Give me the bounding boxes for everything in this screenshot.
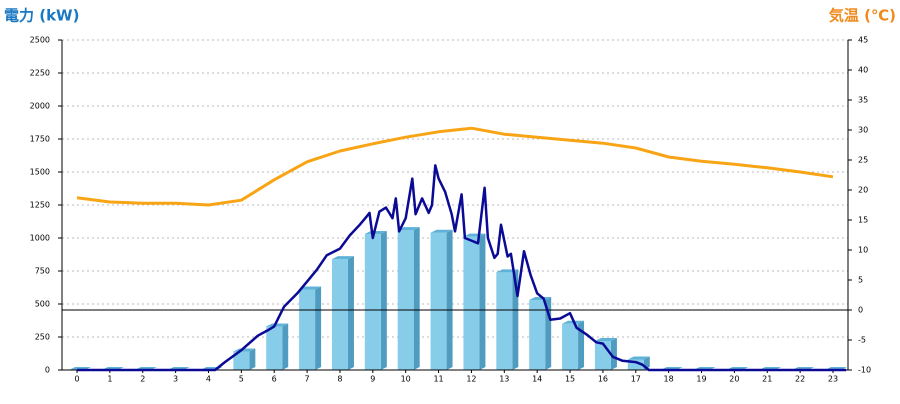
bar-front <box>496 272 513 370</box>
bar-top <box>627 356 650 360</box>
x-tick-label: 4 <box>206 375 211 384</box>
bar-top <box>299 286 322 290</box>
x-tick-label: 20 <box>729 375 739 384</box>
y-tick-label: 2250 <box>30 69 50 78</box>
x-tick-label: 18 <box>664 375 674 384</box>
y-tick-label: 2500 <box>30 36 50 45</box>
y2-tick-label: 10 <box>858 246 868 255</box>
bar <box>331 256 354 370</box>
y-tick-label: 500 <box>35 300 50 309</box>
bar-front <box>627 359 644 370</box>
bar-front <box>463 236 480 370</box>
bar-front <box>529 300 546 370</box>
x-tick-label: 9 <box>370 375 375 384</box>
bar <box>266 323 289 370</box>
x-tick-label: 5 <box>239 375 244 384</box>
y-tick-label: 0 <box>45 366 50 375</box>
bar <box>299 286 322 370</box>
y2-tick-label: 40 <box>858 66 868 75</box>
x-tick-label: 19 <box>696 375 706 384</box>
bar-side <box>479 233 486 370</box>
y2-tick-label: 5 <box>858 276 863 285</box>
bar <box>627 356 650 370</box>
y-tick-label: 1500 <box>30 168 50 177</box>
bar-side <box>249 348 256 370</box>
bar-side <box>380 231 387 370</box>
y-axis-title: 電力 (kW) <box>4 7 79 25</box>
x-tick-label: 21 <box>762 375 772 384</box>
y2-tick-label: 0 <box>858 306 863 315</box>
bar <box>562 320 585 370</box>
x-tick-label: 2 <box>140 375 145 384</box>
bar <box>364 231 387 370</box>
y2-tick-label: -5 <box>858 336 866 345</box>
y2-axis-title: 気温 (℃) <box>829 7 896 25</box>
y2-tick-label: 35 <box>858 96 868 105</box>
bar-front <box>299 289 316 370</box>
x-tick-label: 23 <box>828 375 838 384</box>
y-tick-label: 750 <box>35 267 50 276</box>
bar-top <box>430 229 453 233</box>
y-tick-label: 2000 <box>30 102 50 111</box>
power-line <box>77 164 847 372</box>
x-tick-label: 15 <box>565 375 575 384</box>
bar-front <box>430 232 447 370</box>
y2-tick-label: 20 <box>858 186 868 195</box>
bar-front <box>397 230 414 370</box>
bar-top <box>594 337 617 341</box>
x-tick-label: 13 <box>499 375 509 384</box>
y-tick-label: 250 <box>35 333 50 342</box>
x-tick-label: 16 <box>598 375 608 384</box>
bar-top <box>266 323 289 327</box>
bar <box>430 229 453 370</box>
bar <box>233 348 256 370</box>
y2-tick-label: -10 <box>858 366 871 375</box>
bar-side <box>610 337 617 370</box>
y2-tick-label: 15 <box>858 216 868 225</box>
bar-front <box>562 323 579 370</box>
y2-tick-label: 45 <box>858 36 868 45</box>
bar-top <box>364 231 387 235</box>
bar-top <box>397 227 420 231</box>
x-tick-label: 0 <box>74 375 79 384</box>
bar-side <box>282 323 289 370</box>
x-tick-label: 17 <box>631 375 641 384</box>
bar-top <box>529 297 552 301</box>
bar-top <box>331 256 354 260</box>
bar-side <box>315 286 322 370</box>
x-tick-label: 12 <box>466 375 476 384</box>
x-tick-label: 7 <box>305 375 310 384</box>
y-tick-label: 1750 <box>30 135 50 144</box>
y-tick-label: 1250 <box>30 201 50 210</box>
y-tick-label: 1000 <box>30 234 50 243</box>
bar-front <box>364 234 381 370</box>
bar-front <box>331 259 348 370</box>
x-tick-label: 11 <box>433 375 443 384</box>
bar <box>397 227 420 370</box>
x-tick-label: 3 <box>173 375 178 384</box>
x-tick-label: 10 <box>401 375 411 384</box>
x-tick-label: 14 <box>532 375 542 384</box>
bar-front <box>233 351 250 370</box>
x-tick-label: 8 <box>337 375 342 384</box>
bar-front <box>266 326 283 370</box>
temperature-line <box>76 126 834 207</box>
bar-side <box>347 256 354 370</box>
y2-tick-label: 30 <box>858 126 868 135</box>
bar-side <box>413 227 420 370</box>
x-tick-label: 1 <box>107 375 112 384</box>
bar-side <box>446 229 453 370</box>
x-tick-label: 6 <box>272 375 277 384</box>
bar <box>463 233 486 370</box>
x-tick-label: 22 <box>795 375 805 384</box>
y2-tick-label: 25 <box>858 156 868 165</box>
